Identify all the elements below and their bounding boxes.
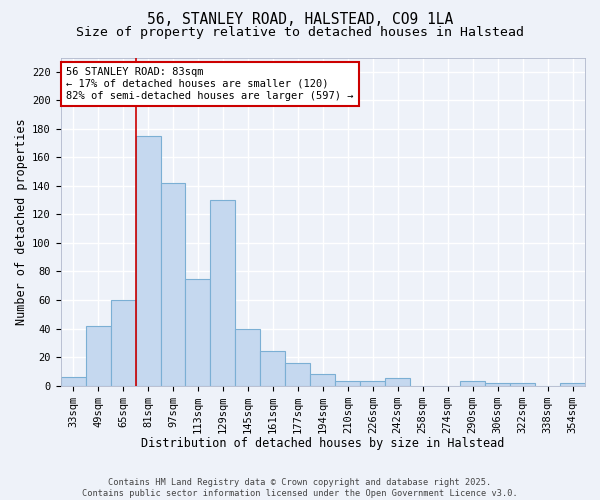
Bar <box>310 374 335 386</box>
Bar <box>260 352 286 386</box>
Bar <box>185 278 211 386</box>
Bar <box>360 382 385 386</box>
Bar <box>560 383 585 386</box>
Y-axis label: Number of detached properties: Number of detached properties <box>15 118 28 325</box>
Bar <box>61 377 86 386</box>
Bar <box>110 300 136 386</box>
Bar <box>510 383 535 386</box>
Bar <box>335 382 360 386</box>
Bar <box>86 326 110 386</box>
Bar <box>485 383 510 386</box>
Text: 56 STANLEY ROAD: 83sqm
← 17% of detached houses are smaller (120)
82% of semi-de: 56 STANLEY ROAD: 83sqm ← 17% of detached… <box>66 68 353 100</box>
Bar <box>161 183 185 386</box>
Text: Size of property relative to detached houses in Halstead: Size of property relative to detached ho… <box>76 26 524 39</box>
Bar <box>211 200 235 386</box>
Text: Contains HM Land Registry data © Crown copyright and database right 2025.
Contai: Contains HM Land Registry data © Crown c… <box>82 478 518 498</box>
Bar <box>136 136 161 386</box>
Bar <box>286 363 310 386</box>
X-axis label: Distribution of detached houses by size in Halstead: Distribution of detached houses by size … <box>141 437 505 450</box>
Text: 56, STANLEY ROAD, HALSTEAD, CO9 1LA: 56, STANLEY ROAD, HALSTEAD, CO9 1LA <box>147 12 453 28</box>
Bar <box>460 382 485 386</box>
Bar <box>235 328 260 386</box>
Bar <box>385 378 410 386</box>
